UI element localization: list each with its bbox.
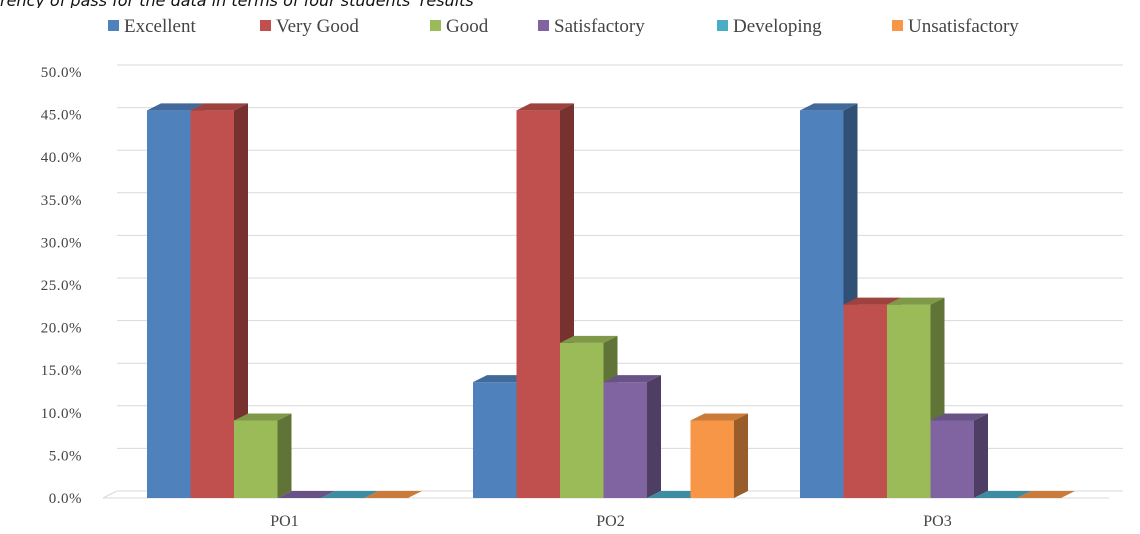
y-tick-label: 10.0%: [41, 406, 82, 422]
legend-swatch: [260, 20, 271, 31]
bar-po1-very-good: [190, 103, 248, 498]
bar-side: [647, 375, 661, 498]
bar-top: [147, 103, 205, 111]
bar-front: [147, 110, 191, 498]
bar-top: [647, 491, 705, 498]
x-tick-label: PO1: [270, 513, 298, 530]
legend-item-excellent: Excellent: [108, 16, 196, 37]
x-axis-labels: PO1 PO2 PO3: [270, 513, 951, 530]
bar-top: [364, 491, 422, 498]
bar-front: [603, 382, 647, 498]
bar-top: [974, 491, 1032, 498]
bar-po2-satisfactory: [603, 375, 661, 498]
bar-top: [516, 103, 574, 111]
bar-top: [887, 297, 945, 305]
x-tick-label: PO3: [923, 513, 951, 530]
y-tick-label: 0.0%: [49, 491, 82, 507]
bar-po3-good: [887, 297, 945, 498]
y-tick-label: 15.0%: [41, 363, 82, 379]
legend-swatch: [430, 20, 441, 31]
legend-swatch: [717, 20, 728, 31]
legend-label: Developing: [733, 16, 822, 37]
y-tick-label: 5.0%: [49, 448, 82, 464]
bar-po2-unsatisfactory: [690, 413, 748, 498]
bar-front: [516, 110, 560, 498]
bar-front: [234, 420, 278, 498]
bar-top: [234, 413, 292, 421]
bar-po1-developing: [321, 491, 379, 498]
legend-item-good: Good: [430, 16, 489, 37]
bars: [147, 103, 1075, 498]
bar-po1-good: [234, 413, 292, 498]
legend-label: Good: [446, 16, 489, 37]
legend-item-developing: Developing: [717, 16, 822, 37]
bar-front: [887, 304, 931, 498]
bar-group-po1: [147, 103, 422, 498]
legend-swatch: [538, 20, 549, 31]
legend-item-satisfactory: Satisfactory: [538, 16, 645, 37]
bar-front: [190, 110, 234, 498]
bar-top: [800, 103, 858, 111]
truncated-caption: rency of pass for the data in terms of f…: [0, 0, 1140, 8]
bar-po1-unsatisfactory: [364, 491, 422, 498]
bar-po3-unsatisfactory: [1017, 491, 1075, 498]
bar-top: [1017, 491, 1075, 498]
y-tick-label: 45.0%: [41, 108, 82, 124]
bar-top: [603, 375, 661, 383]
bar-po2-developing: [647, 491, 705, 498]
bar-side: [974, 413, 988, 498]
bar-side: [734, 413, 748, 498]
y-tick-label: 30.0%: [41, 235, 82, 251]
y-axis-labels: 0.0% 5.0% 10.0% 15.0% 20.0% 25.0% 30.0% 35.0% 40…: [41, 65, 82, 507]
bar-po2-very-good: [516, 103, 574, 498]
legend-label: Very Good: [276, 16, 359, 37]
y-tick-label: 20.0%: [41, 321, 82, 337]
bar-front: [473, 382, 517, 498]
legend-item-unsatisfactory: Unsatisfactory: [892, 16, 1019, 37]
bar-po1-satisfactory: [277, 491, 335, 498]
bar-top: [690, 413, 748, 421]
floor-edge: [102, 490, 118, 499]
legend-swatch: [892, 20, 903, 31]
bar-group-po3: [800, 103, 1075, 498]
bar-top: [321, 491, 379, 498]
legend-label: Unsatisfactory: [908, 16, 1019, 37]
bar-top: [277, 491, 335, 498]
x-tick-label: PO2: [596, 513, 624, 530]
bar-side: [277, 413, 292, 498]
bar-top: [843, 297, 901, 305]
legend-swatch: [108, 20, 119, 31]
y-tick-label: 50.0%: [41, 65, 82, 81]
legend-item-very-good: Very Good: [260, 16, 359, 37]
y-tick-label: 25.0%: [41, 278, 82, 294]
chart-legend: Excellent Very Good Good Satisfactory Develo…: [108, 16, 1019, 37]
bar-front: [843, 304, 887, 498]
bar-front: [690, 420, 734, 498]
bar-po3-satisfactory: [930, 413, 988, 498]
bar-top: [473, 375, 531, 383]
bar-front: [800, 110, 844, 498]
bar-group-po2: [473, 103, 748, 498]
bar-top: [930, 413, 988, 421]
legend-label: Satisfactory: [554, 16, 645, 37]
bar-front: [560, 342, 604, 498]
y-tick-label: 40.0%: [41, 150, 82, 166]
bar-side: [234, 103, 248, 498]
y-tick-label: 35.0%: [41, 193, 82, 209]
bar-top: [190, 103, 248, 111]
bar-top: [560, 335, 618, 343]
bar-front: [930, 420, 974, 498]
legend-label: Excellent: [124, 16, 196, 37]
bar-po3-developing: [974, 491, 1032, 498]
